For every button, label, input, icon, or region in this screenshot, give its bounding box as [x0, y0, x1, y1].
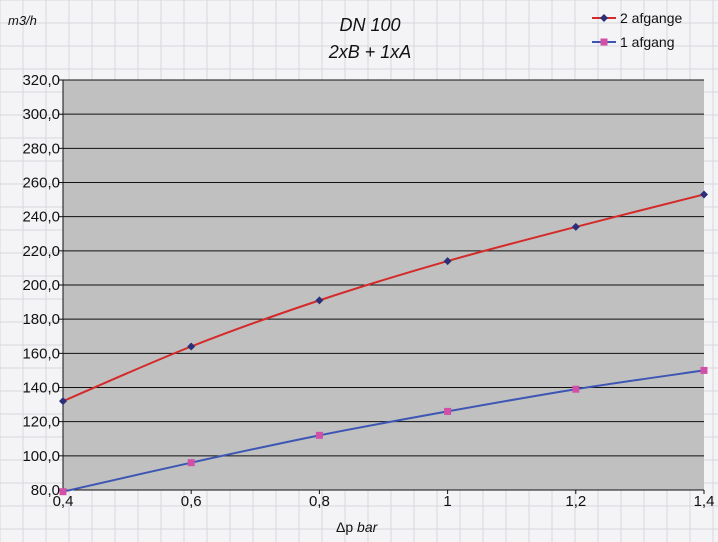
chart-title: DN 100 [339, 15, 400, 35]
x-tick-label: 1,4 [694, 493, 715, 510]
x-axis-label-unit: bar [357, 519, 379, 535]
gridlines [63, 79, 704, 457]
legend-marker-1-afgang [600, 38, 608, 46]
y-tick-label: 100,0 [22, 448, 60, 465]
x-tick-label: 1 [443, 493, 451, 510]
y-tick-label: 140,0 [22, 380, 60, 397]
series-layer [59, 190, 708, 496]
y-tick-label: 80,0 [31, 482, 60, 499]
y-tick-label: 260,0 [22, 175, 60, 192]
legend-item-2-afgange: 2 afgange [592, 10, 682, 26]
legend-label-1-afgang: 1 afgang [620, 34, 675, 50]
legend-item-1-afgang: 1 afgang [592, 34, 675, 50]
data-point [59, 397, 67, 406]
y-tick-label: 240,0 [22, 209, 60, 226]
data-point [700, 190, 708, 199]
y-tick-label: 200,0 [22, 277, 60, 294]
y-axis-label: m3/h [8, 13, 37, 28]
x-tick-label: 0,4 [53, 493, 74, 510]
y-tick-label: 320,0 [22, 72, 60, 89]
series-line [62, 369, 705, 493]
legend-marker-2-afgange [600, 14, 608, 22]
data-point [700, 366, 708, 374]
y-tick-label: 280,0 [22, 140, 60, 157]
y-axis-ticks: 80,0 100,0 120,0 140,0 160,0 180,0 200,0 220,0 2… [22, 72, 63, 499]
data-point [572, 385, 580, 393]
x-tick-label: 0,6 [181, 493, 202, 510]
x-tick-label: 0,8 [309, 493, 330, 510]
y-tick-label: 180,0 [22, 311, 60, 328]
data-point [187, 459, 195, 467]
x-axis-ticks: 0,4 0,6 0,8 1 1,2 1,4 [53, 490, 715, 510]
data-point [59, 488, 67, 496]
legend: 2 afgange 1 afgang [592, 10, 682, 50]
chart-subtitle: 2xB + 1xA [328, 42, 412, 62]
x-tick-label: 1,2 [565, 493, 586, 510]
y-tick-label: 120,0 [22, 414, 60, 431]
series-line [62, 193, 705, 403]
data-point [315, 431, 323, 439]
data-point [571, 222, 580, 231]
x-axis-label: Δp bar [336, 519, 379, 535]
x-axis-label-symbol: Δp [336, 519, 353, 535]
data-point [187, 342, 196, 351]
y-tick-label: 300,0 [22, 106, 60, 123]
y-tick-label: 160,0 [22, 345, 60, 362]
legend-label-2-afgange: 2 afgange [620, 10, 682, 26]
data-point [443, 257, 452, 266]
data-point [444, 407, 452, 415]
data-point [315, 296, 324, 305]
y-tick-label: 220,0 [22, 243, 60, 260]
